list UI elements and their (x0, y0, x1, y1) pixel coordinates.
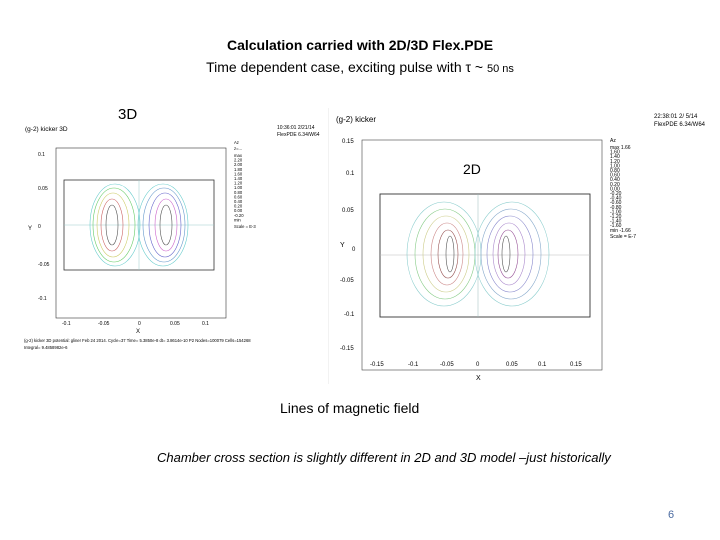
plot3d-xtick-4: 0.1 (202, 321, 209, 327)
plot3d-y-ticks: 0.1 0.05 0 -0.05 -0.1 (38, 152, 50, 302)
plot2d-y-ticks: 0.15 0.1 0.05 0 -0.05 -0.1 -0.15 (340, 139, 356, 352)
plot2d-contours-right (474, 201, 550, 307)
legend2d-value: max 1.66 (610, 145, 631, 151)
plot2d-x-label: X (476, 375, 481, 382)
plot2d-ytick-1: 0.1 (346, 171, 355, 177)
plot2d-xtick-6: 0.15 (570, 362, 582, 368)
plot2d-xtick-2: -0.05 (440, 362, 454, 368)
legend3d-value: 1.40 (234, 176, 243, 181)
legend3d-value: 1.20 (234, 181, 243, 186)
plot3d-ytick-2: 0 (38, 224, 41, 230)
plot2d-stamp2: FlexPDE 6.34/W64 (654, 122, 706, 128)
plot2d-scale: Scale = E-7 (610, 234, 636, 240)
legend2d-value: -1.00 (610, 209, 622, 215)
plot3d-xtick-0: -0.1 (62, 321, 71, 327)
plot3d-xtick-2: 0 (138, 321, 141, 327)
legend3d-value: 1.60 (234, 171, 243, 176)
plot2d-heading: (g-2) kicker (336, 115, 376, 124)
subtitle-main: Time dependent case, exciting pulse with… (206, 59, 484, 75)
plot2d-xtick-0: -0.15 (370, 362, 384, 368)
plot2d-ytick-4: -0.05 (340, 278, 354, 284)
plot3d-contours-right (137, 183, 189, 267)
plot3d-legend-title: Az (234, 140, 239, 145)
label-2d: 2D (463, 161, 481, 177)
plot3d-footer1: (g-2) kicker 3D potential: gliner Feb 24… (24, 338, 251, 343)
plot2d-ytick-6: -0.15 (340, 346, 354, 352)
plot2d-ytick-3: 0 (352, 247, 356, 253)
plot3d-scale: Scale = E-3 (234, 224, 256, 229)
plot3d-legend-sub: z=... (234, 146, 242, 151)
legend3d-value: 1.80 (234, 167, 243, 172)
legend2d-value: 1.20 (610, 159, 620, 165)
plot3d-contours-left (89, 183, 141, 267)
plot3d-stamp2: FlexPDE 6.34/W64 (277, 132, 320, 138)
plot2d-frame (361, 139, 603, 371)
plot2d-xtick-3: 0 (476, 362, 480, 368)
page-number: 6 (668, 509, 675, 521)
legend3d-value: 1.00 (234, 185, 243, 190)
legend2d-value: -1.40 (610, 219, 622, 225)
plot3d-heading: (g-2) kicker 3D (25, 126, 68, 133)
plot2d-x-ticks: -0.15 -0.1 -0.05 0 0.05 0.1 0.15 (370, 362, 582, 368)
legend2d-value: 0.00 (610, 186, 620, 192)
plot3d-y-label: Y (28, 226, 32, 232)
slide-subtitle: Time dependent case, exciting pulse with… (0, 59, 720, 75)
plot2d-xtick-5: 0.1 (538, 362, 547, 368)
figure-caption: Lines of magnetic field (280, 400, 420, 416)
legend3d-value: -0.20 (234, 213, 244, 218)
plot3d-xtick-3: 0.05 (170, 321, 180, 327)
legend3d-value: 2.00 (234, 162, 243, 167)
legend3d-value: 2.20 (234, 158, 243, 163)
subtitle-unit: 50 ns (486, 63, 514, 75)
legend3d-value: 0.80 (234, 190, 243, 195)
legend2d-value: -1.20 (610, 214, 622, 220)
plot2d-xtick-1: -0.1 (408, 362, 419, 368)
plot-3d-image: (g-2) kicker 3D 10:36:01 2/21/14 FlexPDE… (24, 125, 320, 350)
legend2d-value: min -1.66 (610, 228, 631, 234)
plot-2d-image: (g-2) kicker 22:38:01 2/ 5/14 FlexPDE 6.… (328, 104, 720, 388)
plot2d-legend-title: Az (610, 138, 616, 144)
legend2d-value: 0.80 (610, 168, 620, 174)
legend2d-value: 1.00 (610, 163, 620, 169)
footnote: Chamber cross section is slightly differ… (157, 450, 611, 465)
legend2d-value: -1.60 (610, 223, 622, 229)
legend2d-value: 1.40 (610, 154, 620, 160)
legend3d-value: 0.40 (234, 199, 243, 204)
plot3d-ytick-3: -0.05 (38, 262, 50, 268)
legend3d-value: max (234, 153, 243, 158)
plot3d-ytick-0: 0.1 (38, 152, 45, 158)
legend3d-value: 0.20 (234, 204, 243, 209)
legend2d-value: -0.60 (610, 200, 622, 206)
plot3d-legend: Az z=... max2.202.001.801.601.401.201.00… (234, 140, 256, 229)
plot2d-y-label: Y (340, 242, 345, 249)
plot3d-x-label: X (136, 329, 140, 335)
label-3d: 3D (118, 106, 138, 123)
plot3d-frame (55, 147, 227, 319)
legend2d-value: 1.60 (610, 150, 620, 156)
legend2d-value: -0.40 (610, 196, 622, 202)
plot3d-stamp1: 10:36:01 2/21/14 (277, 125, 315, 131)
legend2d-value: 0.40 (610, 177, 620, 183)
plot3d-xtick-1: -0.05 (98, 321, 110, 327)
plot3d-x-ticks: -0.1 -0.05 0 0.05 0.1 (62, 321, 209, 327)
legend2d-value: -0.20 (610, 191, 622, 197)
plot3d-footer2: Integral= 9.4858982e-6 (24, 345, 68, 350)
legend2d-value: 0.60 (610, 173, 620, 179)
plot2d-xtick-4: 0.05 (506, 362, 518, 368)
plot2d-chamber (379, 193, 591, 318)
legend2d-value: 0.20 (610, 182, 620, 188)
slide-title: Calculation carried with 2D/3D Flex.PDE (226, 37, 494, 53)
plot2d-ytick-2: 0.05 (342, 208, 354, 214)
plot2d-legend: Az max 1.661.601.401.201.000.800.600.400… (610, 138, 636, 240)
plot2d-ytick-0: 0.15 (342, 139, 354, 145)
plot3d-ytick-1: 0.05 (38, 186, 48, 192)
legend3d-value: min (234, 217, 241, 222)
plot3d-ytick-4: -0.1 (38, 296, 47, 302)
legend3d-value: 0.00 (234, 208, 243, 213)
plot2d-stamp1: 22:38:01 2/ 5/14 (654, 114, 698, 120)
legend2d-value: -0.80 (610, 205, 622, 211)
legend3d-value: 0.60 (234, 194, 243, 199)
plot2d-ytick-5: -0.1 (344, 312, 355, 318)
